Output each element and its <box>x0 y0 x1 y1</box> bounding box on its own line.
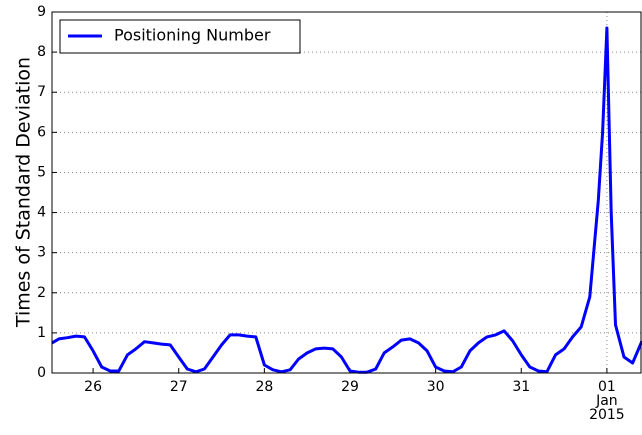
y-tick-label: 0 <box>37 365 46 381</box>
y-tick-label: 4 <box>37 205 46 221</box>
y-tick-label: 7 <box>37 84 46 100</box>
y-tick-label: 1 <box>37 325 46 341</box>
x-tick-label: 26 <box>84 379 102 395</box>
y-tick-label: 2 <box>37 285 46 301</box>
legend-box <box>59 19 301 54</box>
x-tick-label: 31 <box>512 379 531 395</box>
x-tick-label: 29 <box>341 379 359 395</box>
y-tick-label: 3 <box>37 245 46 261</box>
y-tick-label: 6 <box>37 124 46 140</box>
y-axis-label: Times of Standard Deviation <box>13 57 35 328</box>
x-tick-label: 28 <box>255 379 274 395</box>
plot-frame <box>51 11 642 374</box>
x-tick-label: 30 <box>426 379 445 395</box>
series-line <box>51 26 642 374</box>
y-tick-label: 8 <box>37 44 46 60</box>
legend-label: Positioning Number <box>114 26 271 45</box>
y-tick-label: 5 <box>37 164 46 180</box>
y-tick-label: 9 <box>37 4 46 20</box>
x-tick-label: 27 <box>169 379 188 395</box>
x-tick-label: 01 Jan 2015 <box>589 379 625 423</box>
